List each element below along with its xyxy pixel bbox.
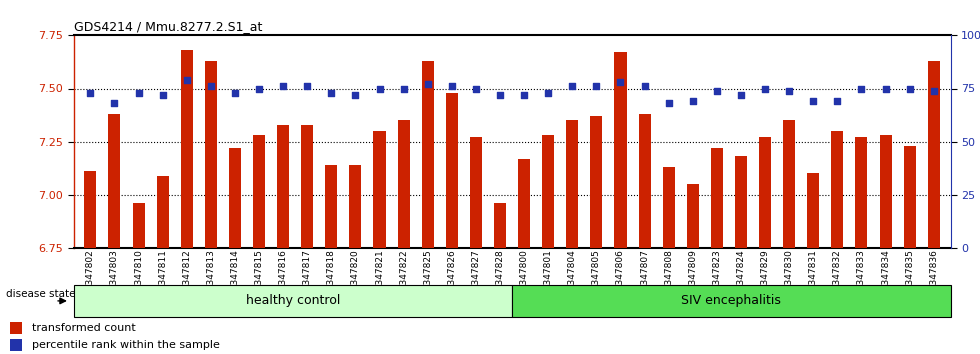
Bar [760,137,771,248]
Point [107,101,122,106]
Bar [469,137,482,248]
Point [758,86,773,91]
Bar [350,165,362,248]
Point [637,84,653,89]
Point [564,84,580,89]
Point [878,86,894,91]
Point [806,98,821,104]
Point [468,86,484,91]
Bar [421,61,434,248]
Text: GDS4214 / Mmu.8277.2.S1_at: GDS4214 / Mmu.8277.2.S1_at [74,20,262,33]
Point [829,98,845,104]
Bar [542,135,555,248]
Point [323,90,339,96]
Bar [735,156,747,248]
Text: disease state: disease state [6,289,75,299]
Bar [928,61,940,248]
Point [300,84,316,89]
Bar [783,120,795,248]
Bar [566,120,578,248]
Bar [494,203,506,248]
Bar [205,61,217,248]
Point [371,86,387,91]
Bar [157,176,169,248]
Bar [512,285,951,317]
Bar [398,120,410,248]
Bar [710,148,723,248]
Bar [180,50,193,248]
Point [685,98,701,104]
Bar [687,184,699,248]
Text: SIV encephalitis: SIV encephalitis [681,295,781,307]
Bar [831,131,844,248]
Point [348,92,364,98]
Point [492,92,508,98]
Bar [109,114,121,248]
Bar [879,135,892,248]
Point [130,90,146,96]
Point [854,86,869,91]
Bar [639,114,651,248]
Point [516,92,532,98]
Text: transformed count: transformed count [31,322,135,333]
Point [275,84,291,89]
Point [251,86,267,91]
Bar [325,165,337,248]
Bar [301,125,314,248]
Point [926,88,942,93]
Bar [614,52,626,248]
Bar [10,322,22,333]
Point [709,88,724,93]
Point [396,86,412,91]
Point [661,101,676,106]
Point [902,86,917,91]
Bar [590,116,603,248]
Point [227,90,243,96]
Point [733,92,749,98]
Point [179,77,195,83]
Point [540,90,556,96]
Bar [808,173,819,248]
Bar [277,125,289,248]
Point [155,92,171,98]
Bar [253,135,265,248]
Bar [662,167,674,248]
Point [444,84,460,89]
Point [203,84,219,89]
Text: healthy control: healthy control [246,295,340,307]
Point [82,90,98,96]
Point [589,84,605,89]
Bar [446,93,458,248]
Bar [229,148,241,248]
Bar [10,339,22,351]
Bar [904,146,915,248]
Point [781,88,797,93]
Bar [373,131,385,248]
Point [612,79,628,85]
Bar [74,285,512,317]
Text: percentile rank within the sample: percentile rank within the sample [31,340,220,350]
Bar [518,159,530,248]
Point [419,81,435,87]
Bar [84,171,96,248]
Bar [856,137,867,248]
Bar [132,203,145,248]
